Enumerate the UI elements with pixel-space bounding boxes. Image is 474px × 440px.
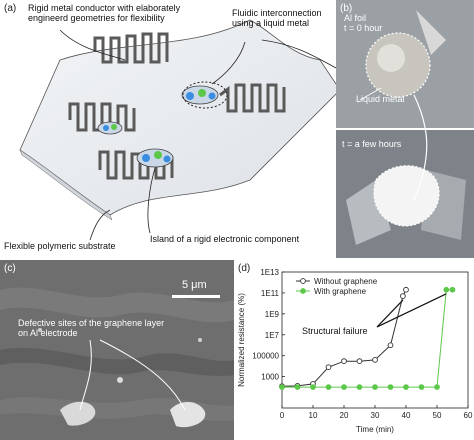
scale-label: 5 μm (182, 279, 207, 291)
rigid-component-island-3 (97, 121, 123, 135)
panel-d-chart: (d) 0 10 20 30 40 50 60 1000 100000 1E7 1E9 1E11 1E1… (236, 260, 474, 440)
sem-image (0, 260, 234, 440)
serpentine-conductor-left (68, 102, 136, 132)
data-point-with-graphene (310, 384, 316, 390)
interconnection-highlight (182, 81, 228, 109)
leader-to-panel-b (261, 39, 340, 71)
x-axis-label: Time (min) (356, 425, 394, 434)
panel-a-label: (a) (4, 3, 17, 14)
legend-marker (300, 288, 306, 294)
defect-site-1 (60, 401, 96, 426)
data-point-with-graphene (341, 384, 347, 390)
data-point-with-graphene (356, 384, 363, 390)
data-point-with-graphene (372, 384, 378, 390)
corroded-hole (373, 165, 440, 227)
structural-failure-label: Structural failure (302, 326, 368, 336)
data-point-without-graphene (372, 357, 378, 363)
data-point-without-graphene (403, 286, 409, 293)
x-tick-label: 50 (433, 411, 442, 420)
rigid-component-island-1 (181, 85, 219, 105)
annotation-rigid-conductor-line2: engineerd geometries for flexibility (28, 13, 165, 23)
leader-substrate (89, 209, 111, 241)
data-point-without-graphene (341, 358, 347, 365)
data-point-with-graphene (387, 384, 394, 390)
liquid-metal-label: Liquid metal (356, 94, 405, 104)
annotation-defects-line2: on Al electrode (18, 328, 78, 338)
data-point-with-graphene (434, 384, 440, 390)
x-tick-label: 40 (402, 411, 411, 420)
annotation-fluidic-line1: Fluidic interconnection (232, 8, 322, 18)
legend-label: With graphene (314, 287, 367, 296)
legend-marker (300, 278, 306, 284)
x-tick-label: 0 (280, 411, 285, 420)
resistance-chart: 0 10 20 30 40 50 60 1000 100000 1E7 1E9 1E11 1E13 Tim… (237, 268, 473, 434)
y-tick-label: 1E13 (260, 268, 279, 277)
y-tick-label: 100000 (252, 352, 279, 361)
time-1-label: t = a few hours (342, 139, 402, 149)
annotation-rigid-conductor: Rigid metal conductor with elaborately e… (28, 3, 180, 23)
annotation-island: Island of a rigid electronic component (150, 234, 300, 244)
panel-a-schematic: (a) Rigid metal conductor with elaborate… (0, 0, 340, 258)
annotation-fluidic-line2: using a liquid metal (232, 18, 310, 28)
y-tick-label: 1E11 (261, 289, 280, 298)
leader-defect-1 (79, 339, 92, 411)
legend-label: Without graphene (314, 277, 378, 286)
data-point-with-graphene (443, 286, 450, 293)
time-0-label: t = 0 hour (344, 23, 383, 33)
data-point-without-graphene (325, 364, 332, 371)
data-point-without-graphene (356, 358, 363, 365)
data-point-with-graphene (325, 384, 332, 390)
data-point-without-graphene (387, 342, 394, 349)
annotation-substrate: Flexible polymeric substrate (4, 241, 116, 251)
x-tick-label: 60 (464, 411, 473, 420)
x-tick-label: 10 (309, 411, 318, 420)
y-tick-label: 1E7 (265, 331, 280, 340)
arrow-liquid-metal (359, 87, 382, 101)
leader-island (147, 167, 156, 234)
data-point-with-graphene (279, 384, 285, 390)
defect-site-2 (170, 401, 206, 428)
data-point-without-graphene (400, 293, 406, 299)
data-point-with-graphene (418, 384, 425, 390)
failure-arrow-2 (376, 293, 447, 328)
y-axis-label: Normalized resistance (%) (237, 293, 246, 387)
foil-label: Al foil (344, 13, 367, 23)
serpentine-conductor-top (93, 32, 169, 64)
panel-d-label: (d) (238, 263, 251, 274)
data-point-with-graphene (294, 384, 301, 390)
annotation-defects: Defective sites of the graphene layer on… (18, 318, 164, 338)
panel-c-sem: (c) 5 μm Defective sites of the graphene… (0, 260, 234, 440)
y-tick-label: 1000 (261, 373, 279, 382)
scale-bar (172, 295, 220, 298)
panel-b-photos: (b) Al foil t = 0 hour Liquid metal t = … (336, 0, 474, 258)
flexible-electronics-schematic (19, 19, 340, 241)
serpentine-conductor-right (219, 83, 286, 113)
rigid-component-island-2 (136, 148, 174, 168)
x-tick-label: 30 (371, 411, 380, 420)
panel-c-label: (c) (4, 263, 16, 274)
serpentine-conductor-bottom (98, 150, 174, 180)
x-tick-label: 20 (340, 411, 349, 420)
leader-fluidic (211, 41, 246, 85)
leader-defect-2 (99, 339, 186, 411)
y-tick-label: 1E9 (265, 310, 280, 319)
arrow-time (413, 94, 428, 201)
failure-arrow-1 (376, 299, 404, 328)
annotation-rigid-conductor-line1: Rigid metal conductor with elaborately (28, 3, 181, 13)
series-line-with-graphene (282, 289, 453, 388)
leader-conductor (59, 29, 126, 61)
panel-b-label: (b) (340, 3, 353, 14)
series-line-without-graphene (281, 289, 407, 387)
al-foil-photos (336, 0, 474, 258)
annotation-defects-line1: Defective sites of the graphene layer (18, 318, 165, 328)
data-point-with-graphene (449, 286, 456, 293)
data-point-with-graphene (403, 384, 409, 390)
annotation-fluidic: Fluidic interconnection using a liquid m… (232, 8, 322, 28)
